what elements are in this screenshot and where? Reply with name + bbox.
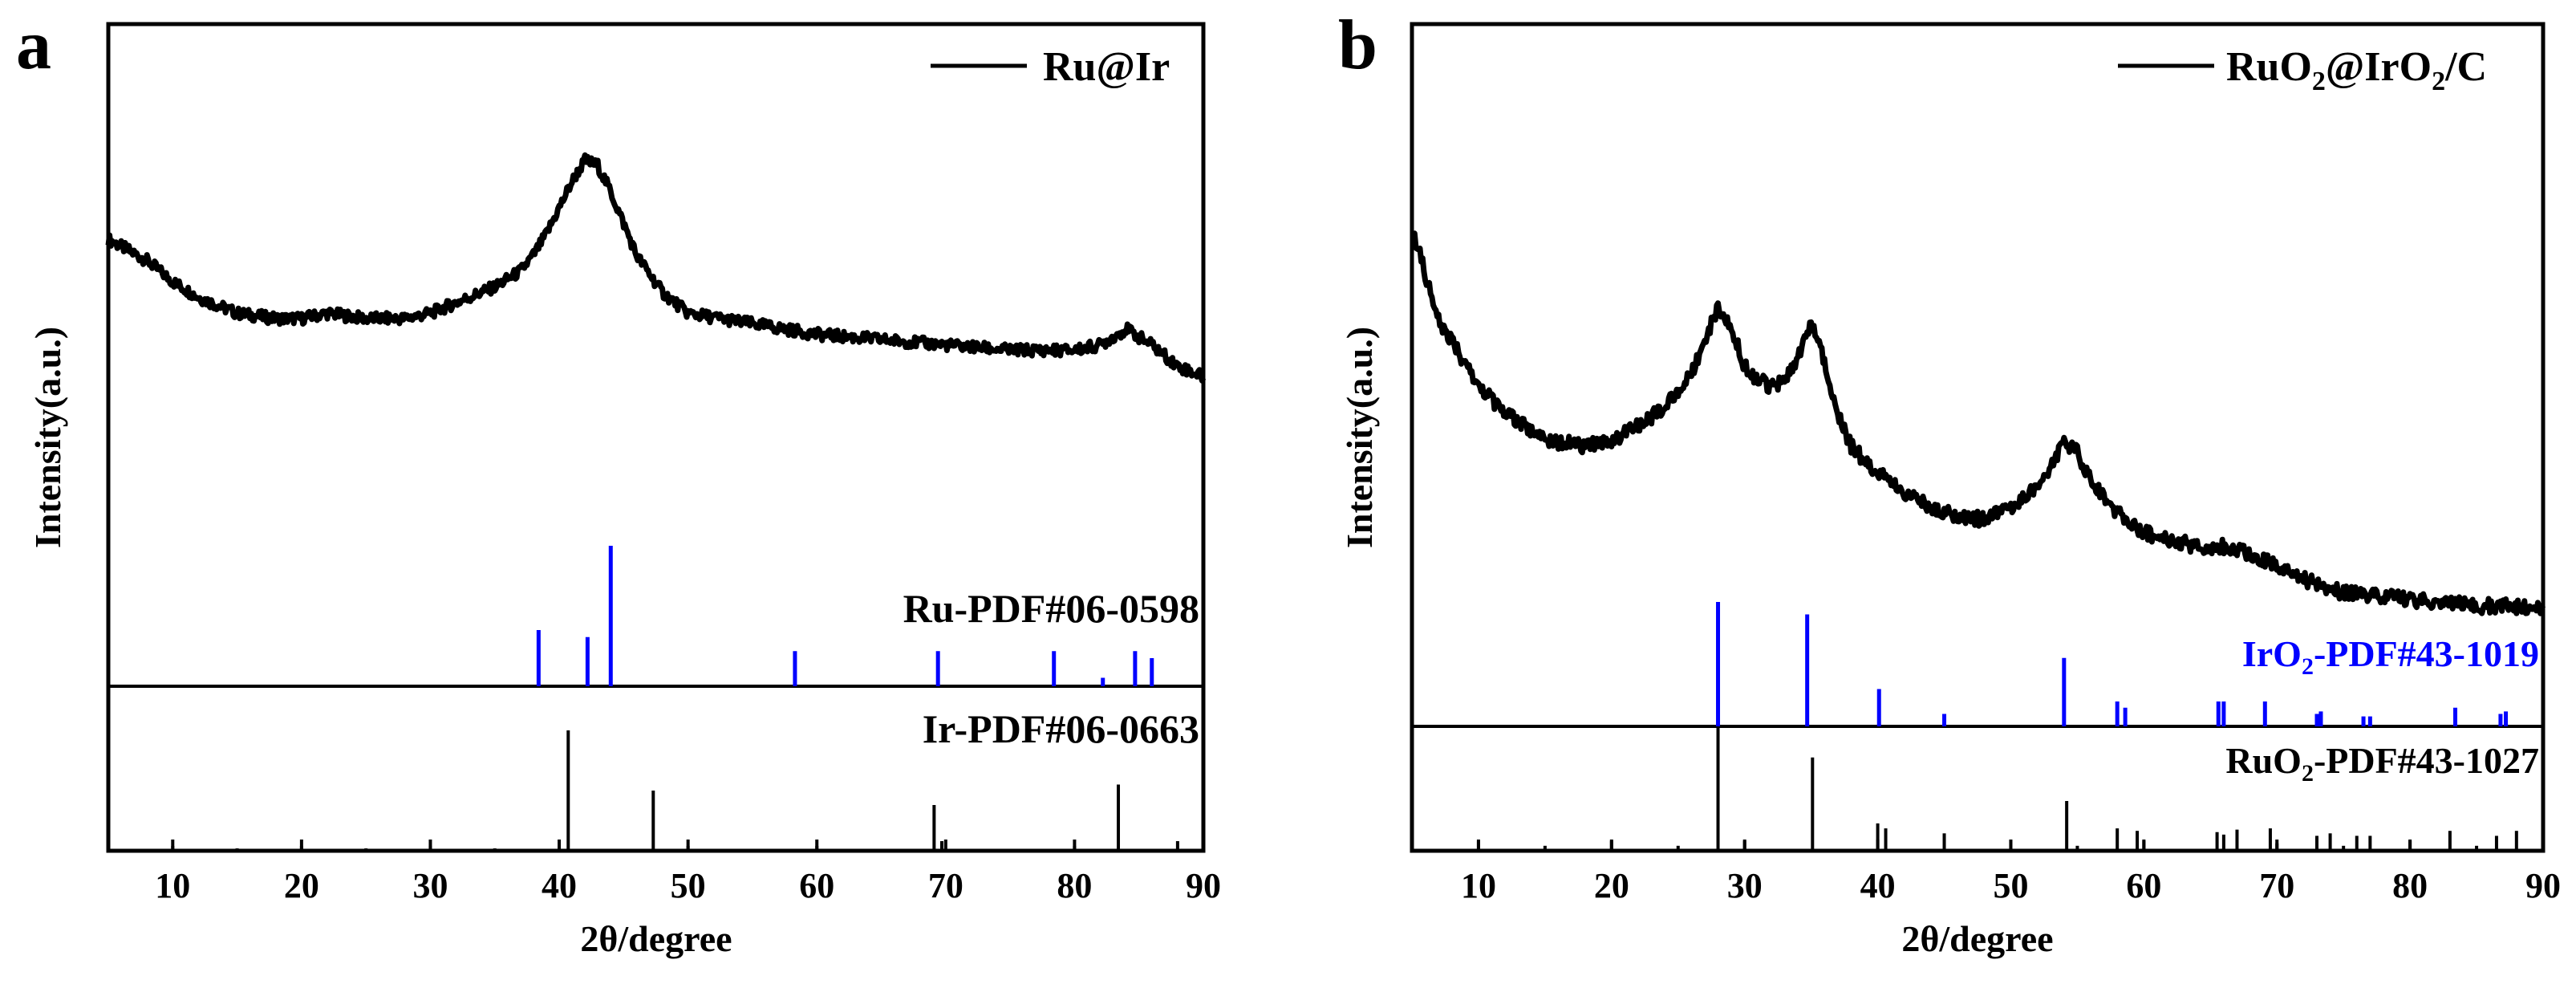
panel-a-ru-ir-pattern-line <box>105 152 1207 384</box>
x-tick-label: 90 <box>1186 866 1221 905</box>
panel-b-ruo2-iro2-pattern-line <box>1410 230 2546 616</box>
panel-a: a 10 20 30 40 50 60 70 80 90 Ru@Ir Ru-PDF#06-059… <box>16 6 1221 959</box>
panel-a-ir-reference-sticks <box>171 730 1179 851</box>
panel-a-y-axis-label: Intensity(a.u.) <box>27 327 68 548</box>
x-tick-label: 70 <box>928 866 963 905</box>
panel-a-ref1-label: Ru-PDF#06-0598 <box>903 586 1199 631</box>
panel-b-ref2-label: RuO2-PDF#43-1027 <box>2225 740 2539 787</box>
panel-b-iro2-reference-sticks <box>1716 602 2509 726</box>
panel-a-ref2-label: Ir-PDF#06-0663 <box>923 706 1199 751</box>
panel-b-ruo2-reference-sticks <box>1476 726 2545 851</box>
panel-a-x-axis-label: 2θ/degree <box>580 918 732 959</box>
x-tick-label: 20 <box>284 866 319 905</box>
x-tick-label: 10 <box>1461 866 1496 905</box>
x-tick-label: 40 <box>542 866 577 905</box>
x-tick-label: 50 <box>671 866 706 905</box>
x-tick-label: 60 <box>799 866 834 905</box>
panel-a-plot-frame <box>106 22 1206 853</box>
x-tick-label: 50 <box>1993 866 2028 905</box>
panel-a-ru-reference-sticks <box>536 546 1154 686</box>
x-tick-label: 60 <box>2126 866 2161 905</box>
x-tick-label: 30 <box>1727 866 1763 905</box>
x-tick-label: 70 <box>2259 866 2294 905</box>
x-tick-label: 10 <box>155 866 190 905</box>
x-tick-label: 90 <box>2525 866 2561 905</box>
panel-b-label: b <box>1338 6 1377 84</box>
panel-a-label: a <box>16 6 51 84</box>
x-tick-label: 40 <box>1860 866 1896 905</box>
x-tick-label: 80 <box>2392 866 2428 905</box>
x-tick-label: 80 <box>1057 866 1092 905</box>
x-tick-label: 20 <box>1594 866 1629 905</box>
panel-b: b 10 20 30 40 50 60 70 80 90 RuO2@IrO2/C IrO2-PD… <box>1338 6 2561 959</box>
panel-a-legend-label: Ru@Ir <box>1043 44 1170 90</box>
x-tick-label: 30 <box>412 866 448 905</box>
panel-b-ref1-label: IrO2-PDF#43-1019 <box>2242 633 2539 680</box>
panel-b-y-axis-label: Intensity(a.u.) <box>1339 327 1380 548</box>
panel-b-plot-frame <box>1410 22 2546 853</box>
panel-b-legend-label: RuO2@IrO2/C <box>2226 44 2487 96</box>
panel-b-x-axis-label: 2θ/degree <box>1901 918 2053 959</box>
panel-a-x-ticks: 10 20 30 40 50 60 70 80 90 <box>155 840 1221 905</box>
